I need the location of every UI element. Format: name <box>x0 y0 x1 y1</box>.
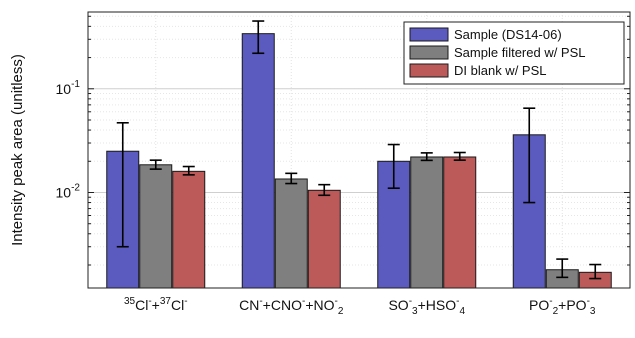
legend-swatch <box>409 27 449 42</box>
y-tick-label: 10-1 <box>56 79 81 97</box>
bar <box>307 189 341 289</box>
legend-label: Sample (DS14-06) <box>454 27 562 42</box>
bar <box>172 170 206 289</box>
legend-label: Sample filtered w/ PSL <box>454 45 586 60</box>
x-category-label: PO-2+PO-3 <box>529 296 596 317</box>
y-axis-ticks: 10-2 10-1 <box>56 15 630 266</box>
x-axis-category-labels: 35Cl-+37Cl- CN-+CNO-+NO-2 SO-3+HSO-4 PO-2+P… <box>124 296 596 317</box>
bar <box>241 33 275 289</box>
bars <box>106 33 612 289</box>
bar <box>443 156 477 289</box>
legend-swatch <box>409 63 449 78</box>
x-category-label: CN-+CNO-+NO-2 <box>239 296 344 317</box>
x-category-label: SO-3+HSO-4 <box>388 296 465 317</box>
bar <box>410 156 444 289</box>
x-category-label: 35Cl-+37Cl- <box>124 296 188 313</box>
legend-swatch <box>409 45 449 60</box>
y-tick-label: 10-2 <box>56 182 81 200</box>
error-bars <box>116 20 602 280</box>
legend: Sample (DS14-06) Sample filtered w/ PSL DI… <box>403 21 625 85</box>
y-axis-label: Intensity peak area (unitless) <box>9 54 26 246</box>
legend-label: DI blank w/ PSL <box>454 63 547 78</box>
bar <box>274 178 308 289</box>
plot-frame <box>87 11 631 289</box>
bar <box>139 164 173 289</box>
